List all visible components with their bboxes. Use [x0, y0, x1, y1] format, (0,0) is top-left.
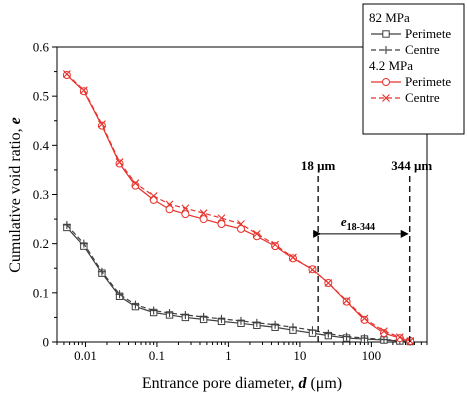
- data-point: [342, 332, 351, 341]
- y-tick-label: 0.2: [33, 236, 49, 251]
- series-layer: [62, 70, 415, 346]
- data-point: [289, 253, 297, 262]
- data-point: [252, 229, 261, 238]
- x-axis-title: Entrance pore diameter, d (μm): [142, 375, 342, 392]
- legend-label: Centre: [405, 42, 440, 57]
- data-point: [324, 279, 333, 287]
- legend-label: Perimete: [405, 74, 451, 89]
- data-point: [217, 220, 226, 228]
- y-axis-title: Cumulative void ratio, e: [7, 117, 24, 273]
- data-point: [181, 310, 190, 319]
- x-tick-label: 0.1: [149, 348, 165, 363]
- data-point: [217, 214, 226, 222]
- legend-swatch-marker: [382, 94, 390, 102]
- span-label-var: e: [341, 214, 347, 229]
- series-2: [62, 71, 415, 346]
- data-point: [98, 120, 106, 129]
- data-point: [288, 323, 297, 332]
- data-point: [324, 329, 333, 338]
- data-point: [79, 86, 88, 95]
- data-point: [97, 267, 106, 276]
- series-0: [63, 223, 414, 346]
- legend-group-title: 82 MPa: [369, 10, 410, 25]
- x-tick-label: 1: [225, 348, 232, 363]
- data-point: [131, 179, 140, 188]
- series-1: [62, 220, 415, 346]
- data-point: [199, 209, 208, 218]
- data-point: [252, 318, 261, 327]
- threshold-label: 18 μm: [301, 158, 336, 173]
- y-tick-label: 0.1: [33, 285, 49, 300]
- y-tick-label: 0: [43, 335, 50, 350]
- data-point: [165, 308, 174, 317]
- data-point: [360, 334, 369, 343]
- data-point: [271, 242, 280, 251]
- data-point: [115, 290, 124, 299]
- data-point: [217, 314, 226, 323]
- data-point: [380, 327, 388, 336]
- data-point: [342, 297, 351, 306]
- x-tick-label: 0.01: [74, 348, 97, 363]
- data-point: [342, 296, 351, 305]
- series-3: [62, 70, 415, 345]
- data-point: [237, 220, 245, 228]
- x-tick-label: 10: [293, 348, 306, 363]
- y-tick-label: 0.3: [33, 187, 49, 202]
- data-point: [199, 215, 208, 224]
- data-point: [149, 192, 158, 200]
- data-point: [79, 239, 88, 248]
- legend-label: Perimete: [405, 26, 451, 41]
- legend-swatch-marker: [382, 30, 390, 38]
- x-axis-title-prefix: Entrance pore diameter,: [142, 375, 299, 392]
- annotation-layer: 18 μm 344 μm e18-344: [301, 158, 432, 342]
- legend-frame: [362, 3, 465, 135]
- data-point: [62, 71, 71, 80]
- data-point: [271, 320, 280, 329]
- data-point: [165, 200, 174, 209]
- x-axis-title-var: d: [298, 375, 307, 392]
- y-tick-label: 0.6: [33, 40, 50, 55]
- data-point: [149, 306, 158, 315]
- data-point: [62, 220, 71, 229]
- span-label-sub: 18-344: [347, 222, 375, 233]
- data-point: [199, 312, 208, 321]
- legend-label: Centre: [405, 90, 440, 105]
- data-point: [236, 224, 245, 233]
- data-point: [115, 158, 124, 166]
- span-label: e18-344: [341, 214, 375, 233]
- data-point: [360, 314, 369, 323]
- data-point: [62, 70, 71, 78]
- x-tick-label: 100: [362, 348, 382, 363]
- legend-swatch-marker: [382, 78, 390, 86]
- legend-group-title: 4.2 MPa: [369, 58, 413, 73]
- series-line: [66, 73, 411, 342]
- y-tick-label: 0.5: [33, 89, 49, 104]
- data-point: [360, 315, 369, 324]
- threshold-label: 344 μm: [391, 158, 432, 173]
- data-point: [131, 300, 140, 309]
- data-point: [181, 210, 190, 219]
- y-axis-ticks: 0 0.1 0.2 0.3 0.4 0.5 0.6: [33, 40, 57, 350]
- y-axis-title-prefix: Cumulative void ratio,: [7, 124, 24, 272]
- legend-swatch-marker: [382, 46, 390, 54]
- data-point: [236, 316, 245, 325]
- data-point: [308, 326, 317, 335]
- x-axis-ticks: 0.01 0.1 1 10 100: [56, 342, 428, 363]
- x-axis-title-unit: (μm): [306, 375, 342, 392]
- data-point: [308, 265, 317, 274]
- plot-area: 0.01 0.1 1 10 100 0 0.1 0.2 0.3 0.4 0.5 0.6 18 μm 3…: [33, 40, 433, 364]
- data-point: [271, 240, 279, 249]
- data-point: [165, 205, 174, 214]
- data-point: [181, 204, 190, 213]
- series-line: [66, 74, 411, 342]
- data-point: [395, 333, 404, 341]
- y-axis-title-var: e: [7, 117, 24, 124]
- series-line: [66, 224, 411, 343]
- y-tick-label: 0.4: [33, 138, 50, 153]
